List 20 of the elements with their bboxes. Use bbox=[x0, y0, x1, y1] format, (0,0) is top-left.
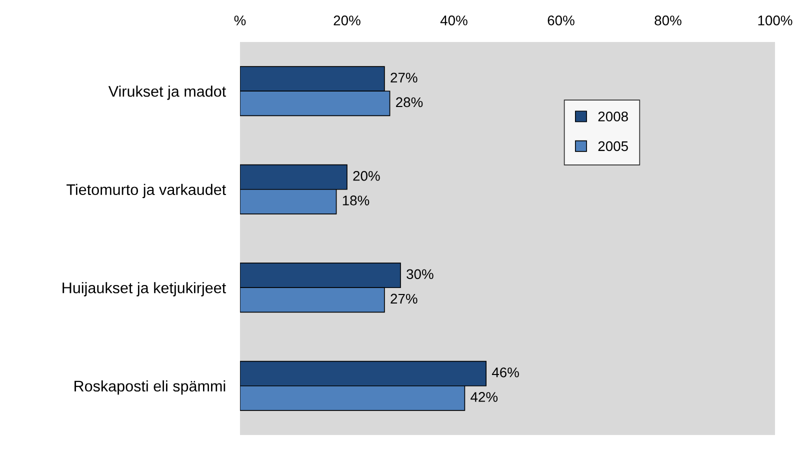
legend-label: 2005 bbox=[598, 141, 628, 152]
x-tick-label: 80% bbox=[654, 16, 682, 26]
data-label: 27% bbox=[390, 72, 418, 83]
x-tick-label: 100% bbox=[758, 16, 792, 26]
y-tick-label: Virukset ja madot bbox=[108, 86, 226, 100]
y-tick-label: Tietomurto ja varkaudet bbox=[66, 184, 226, 198]
data-label: 30% bbox=[406, 269, 434, 280]
x-tick-label: 60% bbox=[548, 16, 574, 26]
y-tick-label: Huijaukset ja ketjukirjeet bbox=[62, 282, 226, 296]
y-tick-label: Roskaposti eli spämmi bbox=[74, 380, 226, 395]
data-label: 20% bbox=[353, 170, 380, 181]
data-label: 42% bbox=[470, 392, 498, 402]
data-label: 46% bbox=[492, 367, 519, 378]
x-tick-label: 40% bbox=[440, 16, 468, 26]
x-tick-label: % bbox=[234, 16, 246, 26]
data-label: 27% bbox=[390, 294, 418, 304]
data-label: 18% bbox=[342, 196, 370, 206]
x-tick-label: 20% bbox=[334, 16, 360, 26]
data-label: 28% bbox=[396, 97, 423, 108]
legend-label: 2008 bbox=[598, 112, 628, 122]
